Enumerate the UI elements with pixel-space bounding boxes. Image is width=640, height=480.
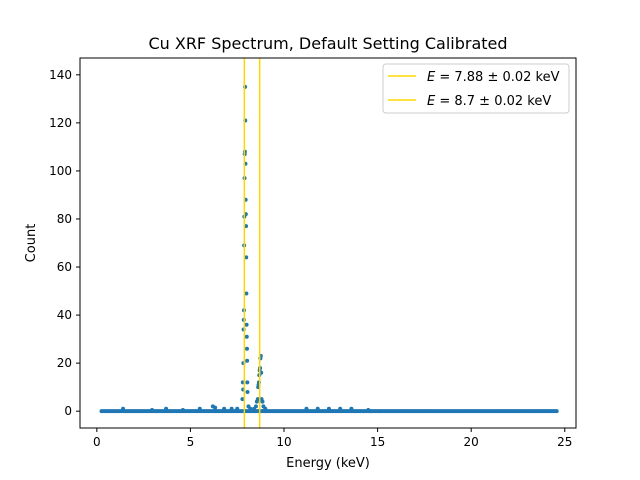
y-tick-label: 0 bbox=[64, 404, 72, 418]
data-point bbox=[244, 334, 249, 339]
data-point bbox=[235, 406, 240, 411]
data-point bbox=[244, 291, 249, 296]
legend: E = 7.88 ± 0.02 keV E = 8.7 ± 0.02 keV bbox=[382, 63, 570, 114]
legend-box bbox=[382, 63, 570, 114]
y-tick-label: 120 bbox=[49, 116, 72, 130]
axis-ticks: 0 5 10 15 20 25 0 20 40 60 80 100 120 140 bbox=[49, 68, 572, 449]
axes-frame bbox=[79, 57, 577, 429]
data-point bbox=[260, 399, 265, 404]
data-point bbox=[240, 397, 245, 402]
y-tick-label: 100 bbox=[49, 164, 72, 178]
data-point bbox=[245, 358, 250, 363]
y-axis-label: Count bbox=[24, 224, 39, 263]
x-tick-label: 5 bbox=[187, 435, 195, 449]
x-tick-label: 10 bbox=[276, 435, 291, 449]
x-tick-label: 15 bbox=[370, 435, 385, 449]
data-point bbox=[213, 405, 218, 410]
data-point bbox=[197, 406, 202, 411]
data-point bbox=[244, 346, 249, 351]
data-point bbox=[255, 397, 260, 402]
data-point bbox=[304, 406, 309, 411]
y-tick-label: 20 bbox=[57, 356, 72, 370]
data-point bbox=[180, 407, 185, 412]
data-point bbox=[150, 407, 155, 412]
data-point bbox=[245, 389, 250, 394]
x-tick-label: 20 bbox=[464, 435, 479, 449]
data-point bbox=[121, 406, 126, 411]
x-tick-label: 25 bbox=[557, 435, 572, 449]
legend-label-1: E = 7.88 ± 0.02 keV bbox=[427, 70, 560, 85]
y-tick-label: 140 bbox=[49, 68, 72, 82]
data-point bbox=[349, 406, 354, 411]
data-point bbox=[253, 404, 258, 409]
y-tick-label: 60 bbox=[57, 260, 72, 274]
data-point bbox=[244, 255, 249, 260]
data-point bbox=[366, 407, 371, 412]
x-axis-label: Energy (keV) bbox=[286, 456, 370, 471]
data-point bbox=[245, 380, 250, 385]
plot-area bbox=[99, 58, 559, 428]
data-point bbox=[315, 406, 320, 411]
y-tick-label: 80 bbox=[57, 212, 72, 226]
data-point bbox=[164, 406, 169, 411]
data-point bbox=[554, 409, 559, 414]
data-point bbox=[244, 322, 249, 327]
data-point bbox=[263, 406, 268, 411]
data-point bbox=[248, 406, 253, 411]
data-point bbox=[222, 406, 227, 411]
data-point bbox=[326, 406, 331, 411]
legend-label-2: E = 8.7 ± 0.02 keV bbox=[427, 94, 551, 109]
chart-title: Cu XRF Spectrum, Default Setting Calibra… bbox=[148, 34, 507, 53]
x-tick-label: 0 bbox=[93, 435, 101, 449]
data-point bbox=[338, 406, 343, 411]
data-point bbox=[229, 406, 234, 411]
y-tick-label: 40 bbox=[57, 308, 72, 322]
